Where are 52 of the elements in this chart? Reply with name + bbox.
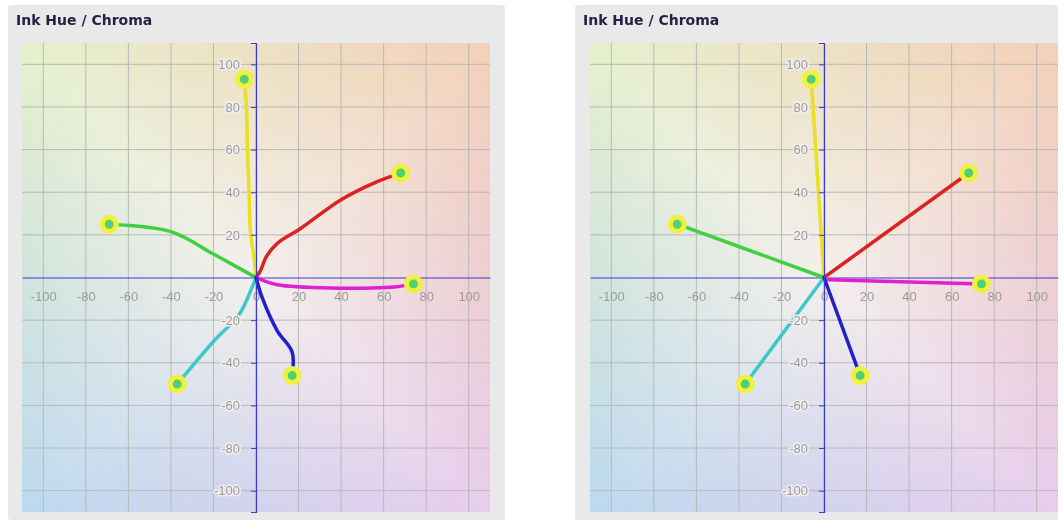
x-tick-label: -80: [76, 288, 96, 304]
x-tick-label: 60: [944, 288, 960, 304]
point: [403, 274, 423, 294]
x-tick-label: -20: [204, 288, 224, 304]
chart-title: Ink Hue / Chroma: [583, 12, 720, 28]
x-tick-label: -80: [644, 288, 664, 304]
x-tick-label: 40: [334, 288, 349, 304]
x-tick-label: -20: [772, 288, 792, 304]
y-tick-label: -40: [221, 355, 240, 371]
y-tick-label: -40: [789, 355, 808, 371]
point: [167, 374, 187, 394]
point: [282, 366, 302, 386]
x-tick-label: 80: [987, 288, 1002, 304]
y-tick-label: 100: [218, 56, 240, 72]
x-tick-label: 100: [1026, 288, 1049, 304]
y-tick-label: 100: [786, 56, 808, 72]
x-tick-label: 80: [419, 288, 434, 304]
y-tick-label: -60: [221, 398, 240, 414]
x-tick-label: -100: [598, 288, 625, 304]
point: [391, 163, 411, 183]
point: [667, 214, 687, 234]
point: [959, 163, 979, 183]
x-tick-label: -100: [30, 288, 57, 304]
y-tick-label: -100: [781, 483, 808, 499]
point: [735, 374, 755, 394]
y-tick-label: 40: [793, 184, 808, 200]
x-tick-label: 40: [902, 288, 917, 304]
y-tick-label: -60: [789, 398, 808, 414]
x-tick-label: -60: [687, 288, 707, 304]
y-tick-label: -80: [221, 440, 240, 456]
x-tick-label: 20: [859, 288, 875, 304]
y-tick-label: 60: [793, 142, 808, 158]
x-tick-label: -60: [119, 288, 139, 304]
chart-title: Ink Hue / Chroma: [16, 12, 153, 28]
y-tick-label: 40: [225, 184, 240, 200]
y-tick-label: -100: [213, 483, 240, 499]
y-tick-label: 20: [225, 227, 240, 243]
point: [850, 366, 870, 386]
point: [801, 69, 821, 89]
y-tick-label: 80: [225, 99, 240, 115]
point: [99, 214, 119, 234]
y-tick-label: 20: [793, 227, 808, 243]
x-tick-label: -40: [730, 288, 749, 304]
x-tick-label: 60: [376, 288, 392, 304]
point: [971, 274, 991, 294]
x-tick-label: 100: [458, 288, 481, 304]
y-tick-label: 60: [225, 142, 240, 158]
x-tick-label: -40: [162, 288, 181, 304]
y-tick-label: -80: [789, 440, 808, 456]
point: [234, 69, 254, 89]
x-tick-label: 20: [291, 288, 307, 304]
y-tick-label: 80: [793, 99, 808, 115]
